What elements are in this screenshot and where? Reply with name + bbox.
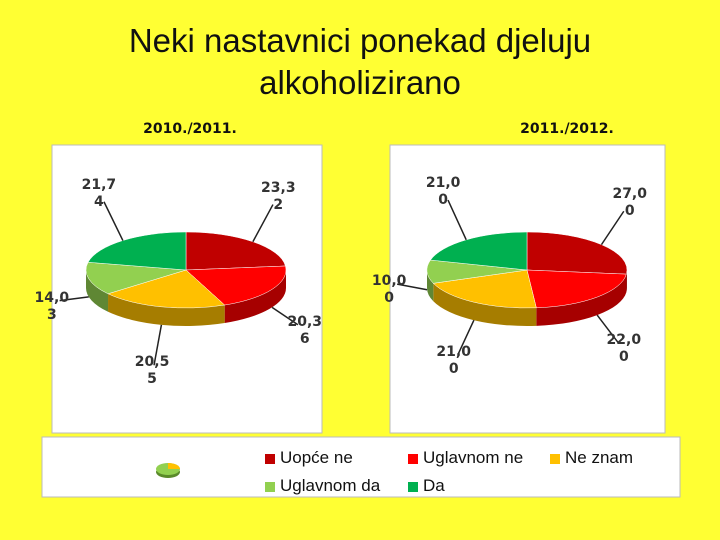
- legend-swatch: [408, 454, 418, 464]
- pie-slice: [430, 231, 528, 271]
- data-label: 14,03: [34, 289, 70, 323]
- legend-swatch: [265, 454, 275, 464]
- data-label: 20,36: [287, 313, 323, 347]
- legend-swatch: [408, 482, 418, 492]
- leader-line: [600, 210, 625, 246]
- chart-subtitle: 2011./2012.: [520, 121, 614, 137]
- leader-line: [397, 283, 428, 291]
- chart-subtitle: 2010./2011.: [143, 121, 237, 137]
- leader-line: [59, 296, 89, 302]
- pie-slice-side: [108, 293, 225, 326]
- leader-line: [457, 319, 475, 355]
- data-label: 21,00: [425, 175, 461, 209]
- legend-icon: [168, 463, 180, 469]
- data-label: 22,00: [606, 331, 642, 365]
- title: Neki nastavnici ponekad djeluju alkoholi…: [128, 22, 592, 101]
- legend-frame: [41, 436, 681, 498]
- leader-line: [596, 314, 619, 344]
- data-label: 21,74: [81, 176, 117, 210]
- legend-swatch: [550, 454, 560, 464]
- data-label: 23,32: [261, 179, 296, 213]
- pie-slice: [185, 231, 286, 271]
- pie-slice-side: [626, 270, 627, 293]
- legend-label: Uopće ne: [280, 448, 353, 467]
- leader-line: [252, 204, 274, 243]
- legend-swatch: [265, 482, 275, 492]
- legend-label: Uglavnom ne: [423, 448, 524, 467]
- leader-line: [271, 306, 299, 326]
- pie-slice-side: [536, 274, 627, 326]
- legend-label: Uglavnom da: [280, 476, 381, 495]
- pie-slice-side: [224, 270, 286, 324]
- legend-label: Da: [423, 476, 445, 495]
- leader-line: [447, 199, 467, 241]
- pie-slice: [85, 262, 187, 295]
- pie-slice: [185, 265, 287, 306]
- data-label: 10,00: [371, 273, 407, 307]
- data-label: 21,00: [436, 343, 471, 377]
- pie-slice: [107, 269, 226, 309]
- data-label: 27,00: [612, 186, 647, 220]
- pie-slice-side: [427, 270, 434, 302]
- leader-line: [153, 324, 163, 366]
- pie-slice: [87, 231, 187, 271]
- pie-slice: [526, 269, 627, 309]
- pie-slice: [432, 269, 537, 309]
- data-label: 20,55: [134, 354, 170, 388]
- leader-line: [103, 201, 124, 241]
- legend-label: Ne znam: [565, 448, 634, 467]
- pie-slice-side: [86, 270, 109, 312]
- pie-slice: [526, 231, 628, 275]
